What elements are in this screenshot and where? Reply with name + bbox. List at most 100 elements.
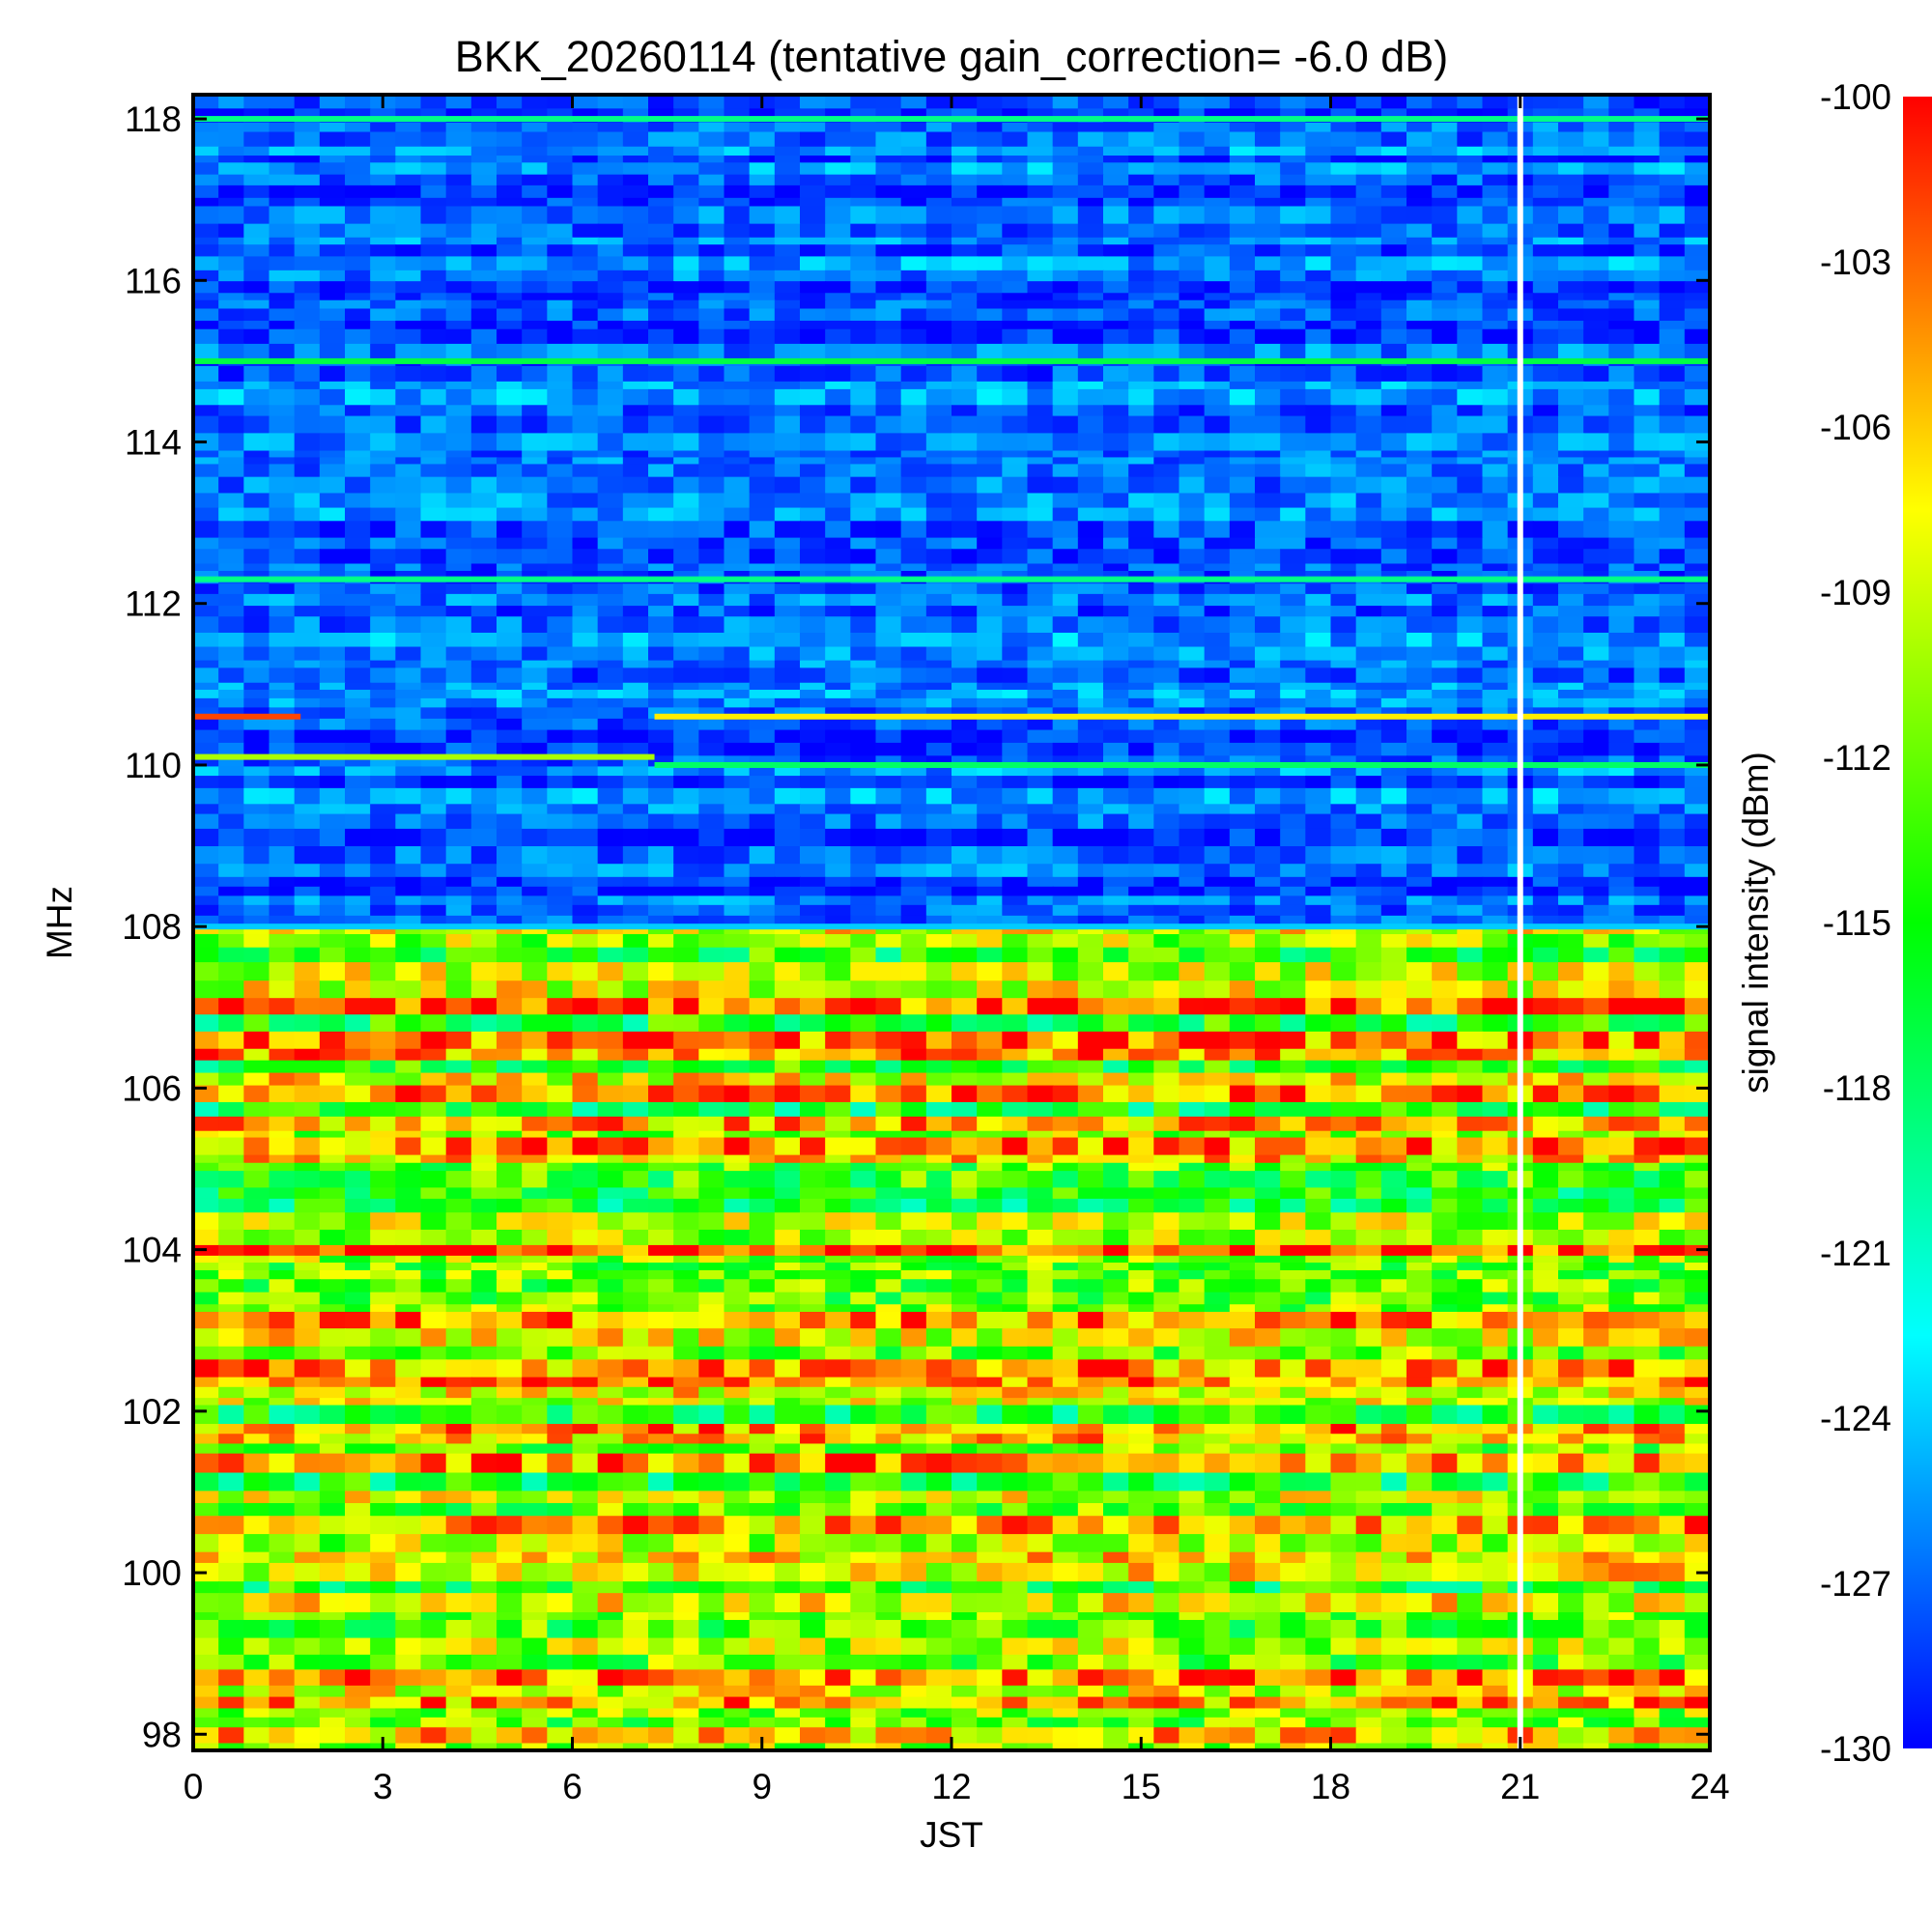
heatmap-cell [1659, 174, 1686, 186]
heatmap-cell [1280, 646, 1307, 662]
heatmap-cell [673, 415, 700, 435]
heatmap-cell [1128, 718, 1155, 731]
heatmap-cell [1052, 904, 1079, 917]
heatmap-cell [1406, 405, 1434, 417]
heatmap-cell [875, 197, 902, 208]
heatmap-cell [952, 365, 979, 383]
heatmap-cell [370, 962, 397, 982]
heatmap-cell [522, 388, 549, 407]
heatmap-cell [445, 742, 472, 757]
heatmap-cell [193, 690, 220, 699]
heatmap-cell [572, 270, 599, 283]
heatmap-cell [1204, 162, 1231, 176]
heatmap-cell [572, 895, 599, 906]
heatmap-cell [1305, 415, 1332, 435]
heatmap-cell [1684, 206, 1710, 225]
heatmap-cell [1355, 690, 1382, 699]
heatmap-cell [269, 365, 296, 383]
heatmap-cell [370, 934, 397, 949]
heatmap-cell [1002, 365, 1029, 383]
heatmap-cell [825, 321, 852, 330]
heatmap-cell [673, 980, 700, 1000]
heatmap-cell [952, 934, 979, 949]
heatmap-cell [395, 521, 422, 539]
heatmap-cell [345, 206, 372, 225]
heatmap-cell [1052, 787, 1079, 806]
heatmap-cell [497, 293, 524, 301]
heatmap-cell [1280, 174, 1307, 186]
heatmap-cell [572, 947, 599, 964]
heatmap-cell [1052, 521, 1079, 539]
heatmap-cell [900, 450, 927, 459]
heatmap-cell [1027, 846, 1054, 866]
heatmap-cell [977, 804, 1004, 815]
heatmap-cell [1406, 787, 1434, 806]
heatmap-cell [1355, 668, 1382, 684]
heatmap-cell [1153, 828, 1180, 848]
heatmap-cell [269, 804, 296, 815]
heatmap-cell [193, 1014, 220, 1033]
heatmap-cell [1052, 197, 1079, 208]
heatmap-cell [547, 206, 574, 225]
heatmap-cell [1204, 343, 1231, 360]
heatmap-cell [1380, 293, 1407, 301]
heatmap-cell [1558, 1060, 1585, 1074]
heatmap-cell [1558, 895, 1585, 906]
heatmap-cell [420, 365, 447, 383]
heatmap-cell [218, 962, 245, 982]
heatmap-cell [800, 549, 827, 565]
heatmap-cell [294, 521, 321, 539]
heatmap-cell [1280, 95, 1307, 110]
heatmap-cell [1153, 328, 1180, 345]
heatmap-cell [395, 343, 422, 360]
heatmap-cell [319, 926, 346, 936]
heatmap-cell [522, 668, 549, 684]
heatmap-cell [1432, 742, 1459, 757]
heatmap-cell [1305, 776, 1332, 789]
heatmap-cell [1002, 813, 1029, 830]
heatmap-cell [925, 185, 952, 199]
heatmap-cell [825, 787, 852, 806]
heatmap-cell [1204, 95, 1231, 110]
heatmap-cell [470, 915, 497, 925]
heatmap-cell [269, 237, 296, 246]
heatmap-cell [900, 682, 927, 692]
heatmap-cell [1558, 718, 1585, 731]
heatmap-cell [698, 980, 725, 1000]
heatmap-cell [1305, 174, 1332, 186]
heatmap-cell [698, 493, 725, 509]
heatmap-cell [1002, 742, 1029, 757]
heatmap-cell [724, 1031, 751, 1050]
heatmap-cell [345, 521, 372, 539]
heatmap-cell [1432, 281, 1459, 295]
heatmap-cell [774, 174, 801, 186]
heatmap-cell [420, 915, 447, 925]
heatmap-cell [648, 415, 675, 435]
heatmap-cell [875, 668, 902, 684]
heatmap-cell [420, 998, 447, 1016]
heatmap-cell [370, 156, 397, 164]
heatmap-cell [1002, 162, 1029, 176]
heatmap-cell [1457, 521, 1484, 539]
heatmap-cell [800, 632, 827, 648]
heatmap-cell [724, 521, 751, 539]
heatmap-cell [319, 886, 346, 897]
heatmap-cell [1153, 464, 1180, 478]
heatmap-cell [1634, 682, 1661, 692]
heatmap-cell [1077, 244, 1104, 258]
heatmap-cell [1482, 244, 1509, 258]
heatmap-cell [875, 846, 902, 866]
heatmap-cell [724, 537, 751, 551]
heatmap-cell [1406, 583, 1434, 595]
heatmap-cell [1002, 1014, 1029, 1033]
heatmap-cell [673, 1031, 700, 1050]
heatmap-cell [1355, 450, 1382, 459]
heatmap-cell [724, 776, 751, 789]
heatmap-cell [1684, 537, 1710, 551]
heatmap-cell [1002, 828, 1029, 848]
heatmap-cell [952, 1085, 979, 1103]
heatmap-cell [1608, 606, 1635, 618]
heatmap-cell [900, 381, 927, 390]
heatmap-cell [522, 95, 549, 110]
heatmap-cell [622, 549, 649, 565]
